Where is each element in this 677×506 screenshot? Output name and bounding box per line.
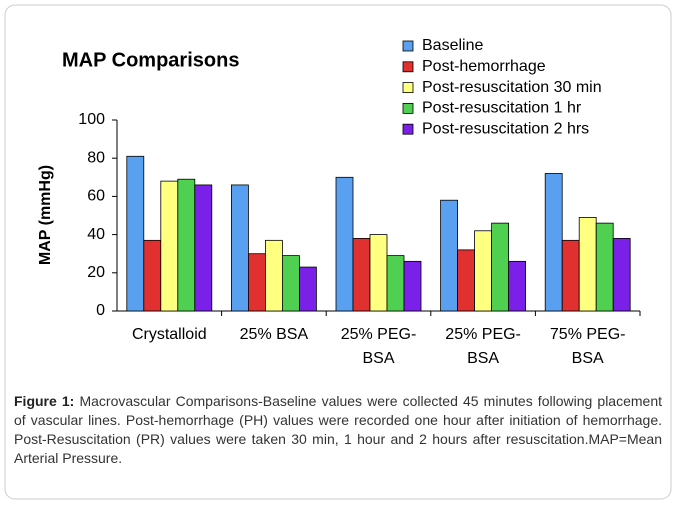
frame: [4, 4, 672, 500]
bar: [194, 184, 213, 312]
chart-title: MAP Comparisons: [62, 49, 239, 71]
legend-swatch: [402, 40, 414, 52]
bar: [457, 249, 476, 312]
y-tick-label: 100: [78, 111, 105, 128]
legend-label: Post-hemorrhage: [422, 58, 546, 75]
x-tick-label: 25% PEG-BSA: [445, 326, 521, 367]
bar: [126, 155, 145, 312]
bar: [474, 230, 493, 312]
x-tick-label: 25% BSA: [239, 326, 309, 343]
y-tick-label: 80: [87, 149, 105, 166]
legend-swatch: [402, 103, 414, 114]
legend-label: Post-resuscitation 30 min: [422, 79, 602, 96]
bar: [335, 176, 354, 312]
bar: [440, 199, 459, 312]
x-tick-label: Crystalloid: [131, 326, 207, 343]
y-axis-label: MAP (mmHg): [37, 165, 54, 265]
legend-swatch: [402, 82, 414, 93]
bar: [230, 184, 249, 312]
y-tick-label: 0: [96, 302, 105, 319]
legend-swatch: [402, 61, 414, 73]
legend-label: Post-resuscitation 2 hrs: [422, 120, 589, 137]
bar: [281, 255, 300, 312]
legend-label: Baseline: [422, 37, 483, 54]
x-tick-label: 25% PEG-BSA: [340, 326, 417, 367]
bar: [612, 238, 631, 312]
legend-swatch: [402, 123, 414, 135]
bar: [160, 180, 179, 312]
y-tick-label: 20: [87, 264, 105, 281]
caption-label: Figure 1:: [14, 393, 75, 409]
x-tick-label: 75% PEG-BSA: [549, 326, 626, 367]
y-tick-label: 60: [87, 188, 105, 205]
bar: [561, 239, 580, 312]
bar: [352, 238, 371, 312]
bar: [369, 234, 388, 312]
bar: [247, 253, 266, 312]
bar: [491, 222, 510, 312]
bar: [386, 255, 405, 312]
bar: [298, 266, 317, 312]
caption: Figure 1: Macrovascular Comparisons-Base…: [14, 392, 662, 468]
bar: [578, 217, 597, 312]
bar: [177, 178, 196, 312]
legend-label: Post-resuscitation 1 hr: [422, 100, 582, 117]
bar: [544, 173, 563, 312]
bar: [143, 239, 162, 312]
caption-text: Macrovascular Comparisons-Baseline value…: [14, 393, 662, 466]
bar: [403, 260, 422, 312]
y-tick-label: 40: [87, 226, 105, 243]
bar: [508, 260, 527, 312]
bar: [264, 239, 283, 312]
bar: [595, 222, 614, 312]
